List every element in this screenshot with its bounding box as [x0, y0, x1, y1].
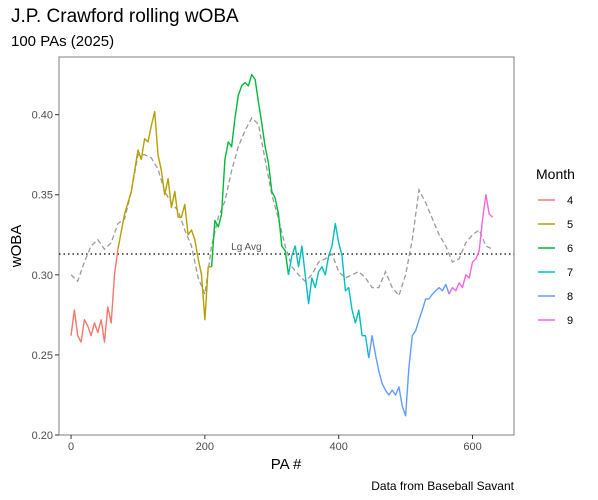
legend-label-month-9: 9 [567, 315, 573, 327]
series-line-month-9 [448, 193, 494, 295]
x-tick-label: 0 [68, 441, 74, 453]
legend-label-month-5: 5 [567, 219, 573, 231]
y-tick-label: 0.25 [32, 350, 53, 362]
series-line-month-5 [117, 110, 212, 321]
series-line-month-6 [210, 73, 290, 275]
legend-label-month-4: 4 [567, 195, 573, 207]
y-tick-label: 0.30 [32, 270, 53, 282]
x-tick-label: 400 [330, 441, 348, 453]
series-line-month-4 [70, 249, 119, 343]
x-tick-label: 600 [463, 441, 481, 453]
chart-subtitle: 100 PAs (2025) [11, 33, 115, 50]
series-line-month-8 [368, 283, 450, 417]
y-tick-label: 0.40 [32, 110, 53, 122]
series-layer [70, 73, 494, 417]
x-tick-label: 200 [196, 441, 214, 453]
legend-label-month-6: 6 [567, 243, 573, 255]
legend-label-month-7: 7 [567, 267, 573, 279]
comparison-layer [70, 116, 493, 298]
plot-panel [58, 56, 515, 436]
x-axis-title: PA # [271, 456, 302, 473]
legend-title: Month [536, 166, 575, 182]
comparison-series-line [70, 116, 493, 298]
y-tick-label: 0.20 [32, 430, 53, 442]
chart-title: J.P. Crawford rolling wOBA [11, 6, 239, 27]
chart-caption: Data from Baseball Savant [371, 479, 514, 493]
series-line-month-7 [287, 222, 370, 359]
y-axis-title: wOBA [8, 225, 25, 269]
legend-label-month-8: 8 [567, 291, 573, 303]
axis-layer: 0 200 400 600 0.20 0.25 0.30 0.35 0.40 [32, 110, 482, 453]
y-tick-label: 0.35 [32, 190, 53, 202]
reference-line-label: Lg Avg [231, 242, 261, 253]
reference-layer: Lg Avg [59, 242, 514, 255]
legend: Month 4 5 6 7 8 9 [536, 166, 575, 327]
